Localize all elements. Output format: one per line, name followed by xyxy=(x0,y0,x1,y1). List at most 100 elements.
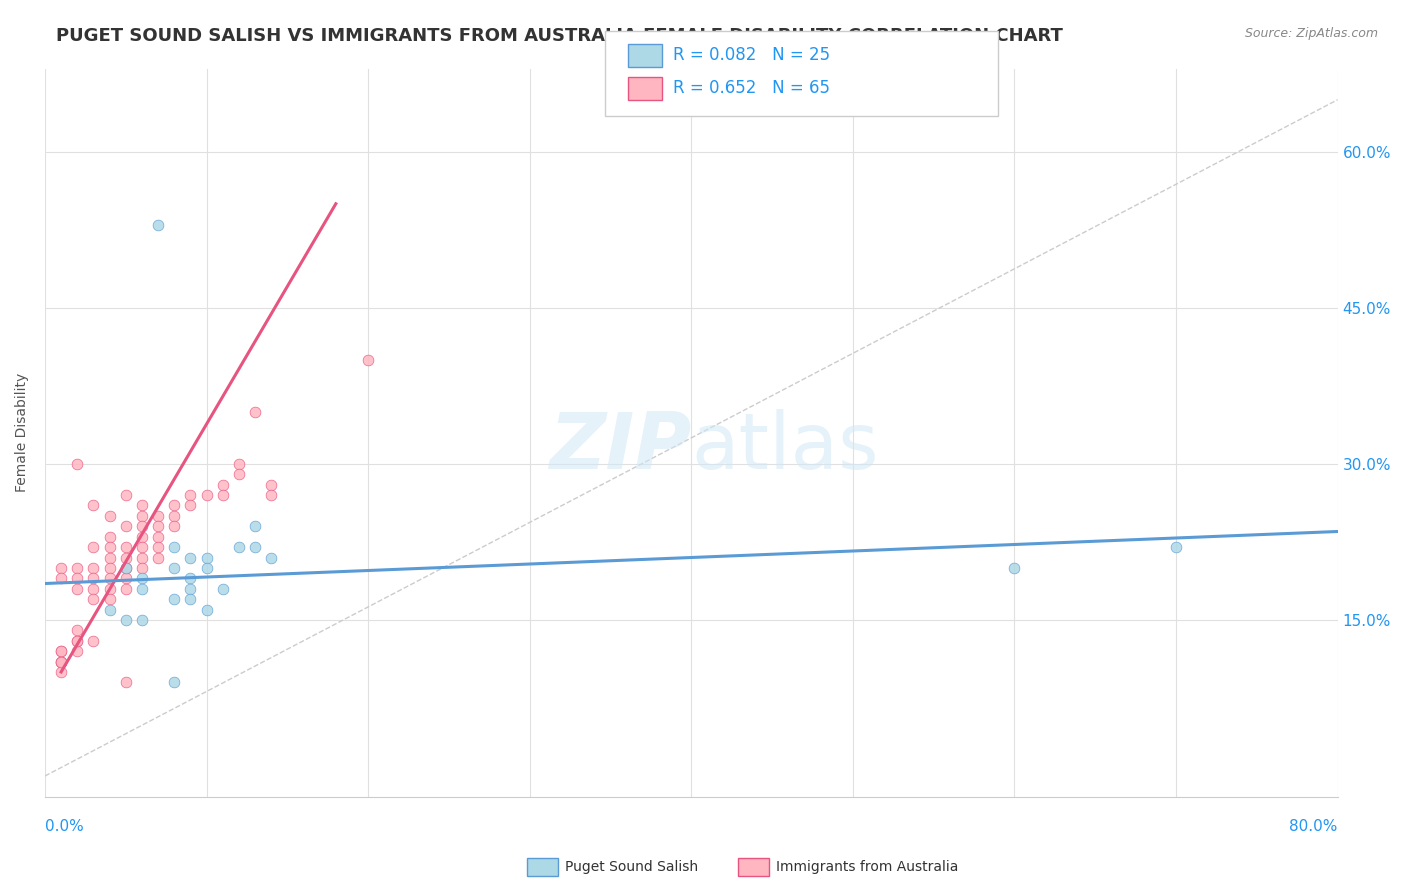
Point xyxy=(66,457,89,471)
Point xyxy=(146,508,169,523)
Point xyxy=(179,582,201,596)
Point xyxy=(1004,561,1026,575)
Point xyxy=(131,519,153,533)
Point xyxy=(1164,540,1187,554)
Point xyxy=(114,540,136,554)
Text: ZIP: ZIP xyxy=(550,409,692,485)
Point xyxy=(82,582,104,596)
Point xyxy=(66,582,89,596)
Point xyxy=(66,624,89,638)
Point xyxy=(179,592,201,607)
Point xyxy=(131,571,153,585)
Point xyxy=(179,571,201,585)
Point xyxy=(260,488,283,502)
Point xyxy=(131,530,153,544)
Point xyxy=(98,550,121,565)
Point xyxy=(82,592,104,607)
Point xyxy=(131,508,153,523)
Point xyxy=(163,508,186,523)
Point xyxy=(49,571,72,585)
Point xyxy=(163,675,186,690)
Point xyxy=(49,644,72,658)
Point xyxy=(179,550,201,565)
Point xyxy=(114,613,136,627)
Point xyxy=(146,550,169,565)
Point xyxy=(211,477,233,491)
Point xyxy=(98,540,121,554)
Text: Source: ZipAtlas.com: Source: ZipAtlas.com xyxy=(1244,27,1378,40)
Text: atlas: atlas xyxy=(692,409,879,485)
Point xyxy=(114,550,136,565)
Point xyxy=(49,644,72,658)
Point xyxy=(163,540,186,554)
Point xyxy=(114,571,136,585)
Point xyxy=(179,488,201,502)
Point xyxy=(131,550,153,565)
Point xyxy=(146,519,169,533)
Point xyxy=(49,561,72,575)
Point xyxy=(228,467,250,482)
Point xyxy=(131,499,153,513)
Point xyxy=(211,582,233,596)
Text: R = 0.082   N = 25: R = 0.082 N = 25 xyxy=(673,46,831,64)
Point xyxy=(146,540,169,554)
Point xyxy=(260,477,283,491)
Point xyxy=(163,561,186,575)
Point xyxy=(49,655,72,669)
Point xyxy=(211,488,233,502)
Text: R = 0.652   N = 65: R = 0.652 N = 65 xyxy=(673,79,831,97)
Text: Puget Sound Salish: Puget Sound Salish xyxy=(565,860,699,874)
Point xyxy=(179,499,201,513)
Point xyxy=(82,561,104,575)
Point xyxy=(82,499,104,513)
Point xyxy=(98,592,121,607)
Point xyxy=(131,582,153,596)
Point xyxy=(98,571,121,585)
Point xyxy=(114,488,136,502)
Point xyxy=(114,561,136,575)
Point xyxy=(163,499,186,513)
Point xyxy=(243,405,266,419)
Point xyxy=(49,655,72,669)
Point xyxy=(66,633,89,648)
Point xyxy=(243,540,266,554)
Point xyxy=(66,633,89,648)
Point xyxy=(66,644,89,658)
Point xyxy=(66,561,89,575)
Text: PUGET SOUND SALISH VS IMMIGRANTS FROM AUSTRALIA FEMALE DISABILITY CORRELATION CH: PUGET SOUND SALISH VS IMMIGRANTS FROM AU… xyxy=(56,27,1063,45)
Text: 80.0%: 80.0% xyxy=(1289,819,1337,834)
Point xyxy=(82,540,104,554)
Point xyxy=(98,602,121,616)
Y-axis label: Female Disability: Female Disability xyxy=(15,373,30,492)
Point xyxy=(49,655,72,669)
Point xyxy=(131,561,153,575)
Point xyxy=(195,488,218,502)
Point xyxy=(243,519,266,533)
Point xyxy=(357,352,380,367)
Point xyxy=(195,602,218,616)
Point xyxy=(146,530,169,544)
Point xyxy=(114,582,136,596)
Point xyxy=(131,540,153,554)
Point xyxy=(114,519,136,533)
Point xyxy=(260,550,283,565)
Point xyxy=(163,592,186,607)
Point xyxy=(82,633,104,648)
Point xyxy=(114,561,136,575)
Text: Immigrants from Australia: Immigrants from Australia xyxy=(776,860,959,874)
Point xyxy=(163,519,186,533)
Point xyxy=(228,540,250,554)
Point xyxy=(98,508,121,523)
Point xyxy=(98,582,121,596)
Point xyxy=(98,530,121,544)
Point xyxy=(131,613,153,627)
Point xyxy=(98,561,121,575)
Point xyxy=(49,665,72,679)
Point xyxy=(228,457,250,471)
Point xyxy=(82,571,104,585)
Point xyxy=(146,218,169,232)
Point xyxy=(195,561,218,575)
Point xyxy=(195,550,218,565)
Point xyxy=(114,675,136,690)
Point xyxy=(66,571,89,585)
